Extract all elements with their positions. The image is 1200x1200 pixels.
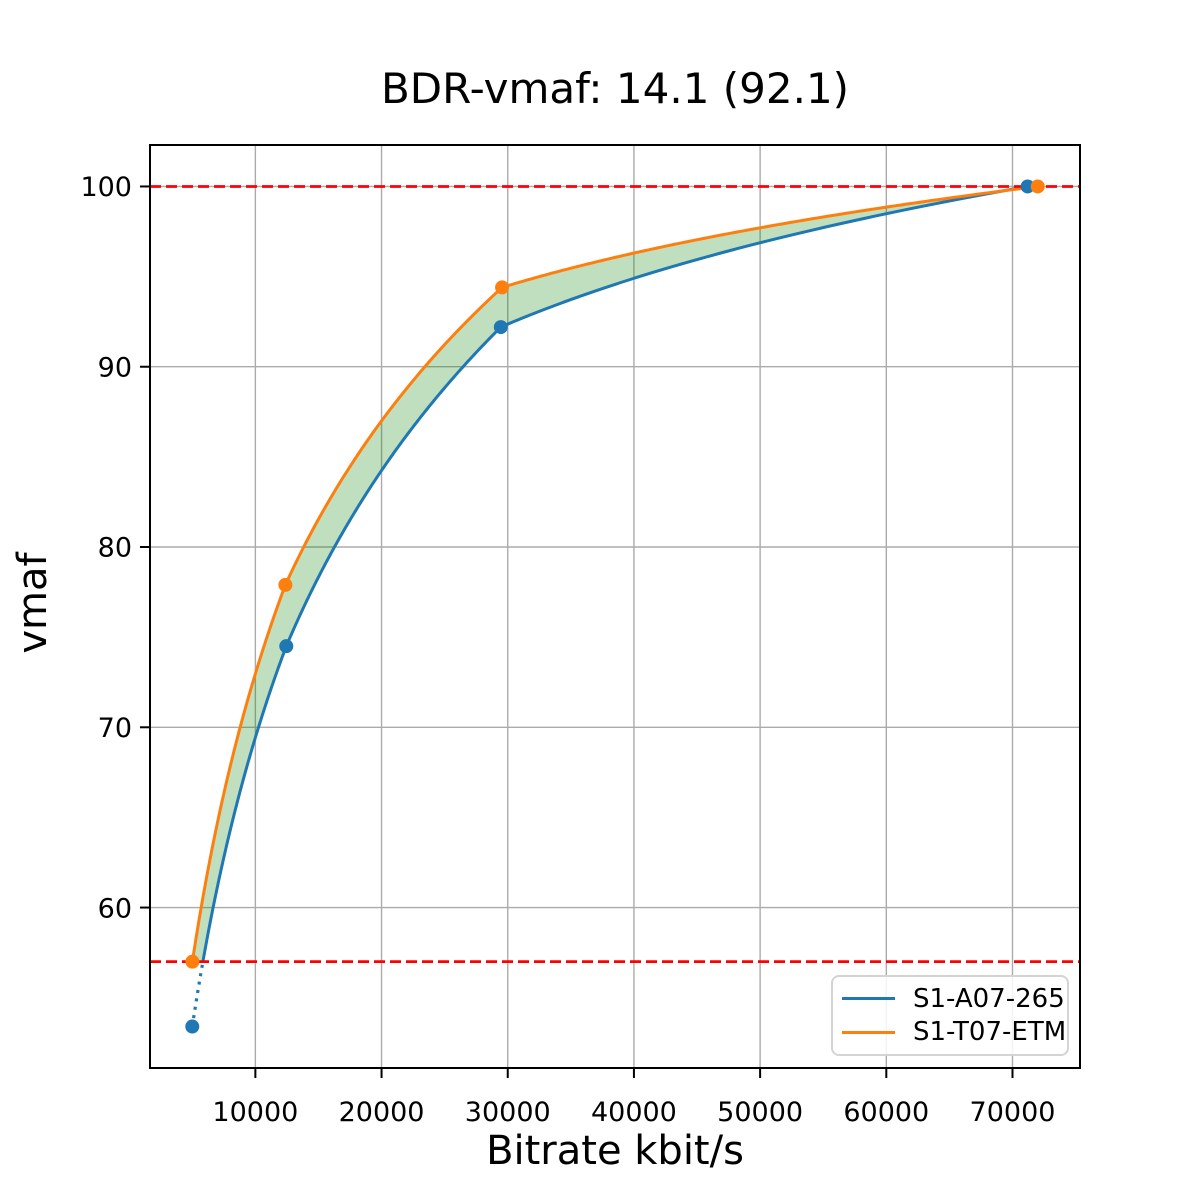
x-tick-label: 40000 — [591, 1097, 677, 1128]
series-markers-S1-T07-ETM — [185, 179, 1045, 969]
series-line-dotted-S1-A07-265 — [190, 961, 205, 1027]
legend-label: S1-A07-265 — [913, 983, 1065, 1014]
chart-title: BDR-vmaf: 14.1 (92.1) — [380, 64, 850, 113]
tick-labels: 10000 20000 30000 40000 50000 60000 70000 60 70 8… — [80, 172, 1055, 1128]
data-point — [493, 320, 508, 335]
data-point — [185, 1019, 200, 1034]
legend-line-sample — [842, 1030, 895, 1034]
grid — [150, 145, 1080, 1068]
y-tick-label: 100 — [80, 172, 132, 203]
x-axis-title: Bitrate kbit/s — [486, 1128, 744, 1174]
x-tick-label: 10000 — [212, 1097, 298, 1128]
legend-item: S1-A07-265 — [842, 986, 1065, 1012]
x-tick-label: 70000 — [970, 1097, 1056, 1128]
legend-item: S1-T07-ETM — [842, 1019, 1066, 1045]
data-point — [279, 639, 294, 654]
data-point — [1020, 179, 1035, 194]
x-tick-label: 50000 — [717, 1097, 803, 1128]
data-point — [495, 280, 510, 295]
y-tick-label: 80 — [98, 533, 132, 564]
series-markers-S1-A07-265 — [185, 179, 1035, 1034]
y-tick-label: 90 — [98, 352, 132, 383]
x-tick-label: 20000 — [339, 1097, 425, 1128]
data-point — [1030, 179, 1045, 194]
x-tick-label: 30000 — [465, 1097, 551, 1128]
ticks — [140, 185, 1014, 1078]
series-line-S1-A07-265 — [201, 184, 1028, 962]
data-point — [278, 577, 293, 592]
y-axis-title: vmaf — [10, 552, 56, 654]
x-tick-label: 60000 — [843, 1097, 929, 1128]
legend-label: S1-T07-ETM — [913, 1017, 1067, 1048]
axes-spines — [149, 144, 1081, 1069]
legend-line-sample — [842, 997, 895, 1001]
legend: S1-A07-265 S1-T07-ETM — [831, 975, 1069, 1056]
y-tick-label: 70 — [98, 713, 132, 744]
y-tick-label: 60 — [98, 893, 132, 924]
data-point — [185, 954, 200, 969]
series-line-S1-T07-ETM — [190, 184, 1038, 962]
